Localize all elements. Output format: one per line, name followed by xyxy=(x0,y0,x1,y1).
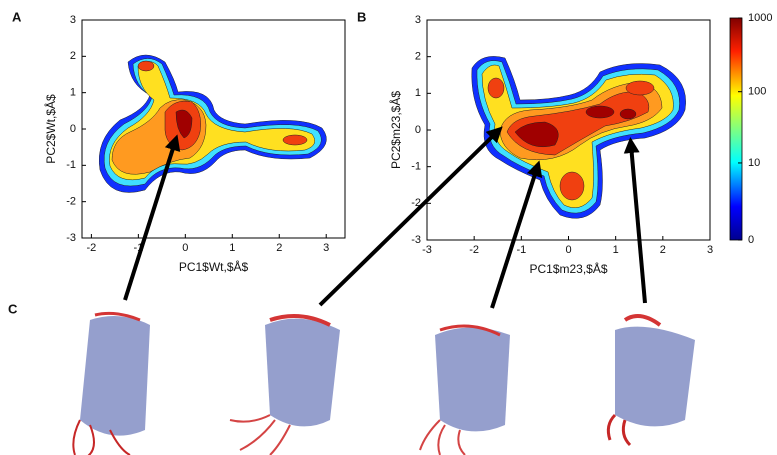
figure: C -2 -1 0 1 2 3 -3 -2 -1 0 1 2 3 PC1$Wt,$Å$ PC2$Wt,$Å$… xyxy=(0,0,777,455)
y-axis-label: PC2$Wt,$Å$ xyxy=(43,94,58,164)
x-axis-label: PC1$Wt,$Å$ xyxy=(179,259,249,274)
density-map-a xyxy=(99,55,326,193)
x-tick-label: 2 xyxy=(660,244,666,256)
x-tick-label: -2 xyxy=(469,244,479,256)
x-tick-label: -1 xyxy=(516,244,526,256)
y-tick-label: -3 xyxy=(411,234,421,246)
y-tick-label: 2 xyxy=(70,50,76,62)
x-tick-label: 3 xyxy=(707,244,713,256)
y-tick-label: 1 xyxy=(415,87,421,99)
colorbar-tick-label: 0 xyxy=(748,234,754,246)
y-axis-label: PC2$m23,$Å$ xyxy=(388,91,403,169)
x-tick-label: 1 xyxy=(229,242,235,254)
y-tick-label: -2 xyxy=(66,196,76,208)
y-tick-label: 0 xyxy=(70,123,76,135)
colorbar-tick-label: 100 xyxy=(748,86,766,98)
x-tick-label: -2 xyxy=(87,242,97,254)
x-tick-label: 2 xyxy=(276,242,282,254)
structures xyxy=(73,313,695,455)
colorbar-tick-label: 10 xyxy=(748,157,760,169)
y-tick-label: 1 xyxy=(70,87,76,99)
panel-label: A xyxy=(12,9,22,24)
colorbar-tick-label: 1000 xyxy=(748,12,772,24)
panel-label: B xyxy=(357,9,366,24)
y-tick-label: -3 xyxy=(66,232,76,244)
y-tick-label: 2 xyxy=(415,51,421,63)
colorbar xyxy=(730,18,742,240)
x-tick-label: 0 xyxy=(182,242,188,254)
y-tick-label: -1 xyxy=(411,161,421,173)
panel-label: C xyxy=(8,301,18,316)
density-map-b xyxy=(472,56,686,218)
x-tick-label: 1 xyxy=(613,244,619,256)
y-tick-label: 3 xyxy=(70,14,76,26)
x-tick-label: -3 xyxy=(422,244,432,256)
x-tick-label: 3 xyxy=(323,242,329,254)
x-tick-label: 0 xyxy=(565,244,571,256)
y-tick-label: 0 xyxy=(415,124,421,136)
y-tick-label: 3 xyxy=(415,14,421,26)
y-tick-label: -1 xyxy=(66,159,76,171)
x-axis-label: PC1$m23,$Å$ xyxy=(529,261,607,276)
